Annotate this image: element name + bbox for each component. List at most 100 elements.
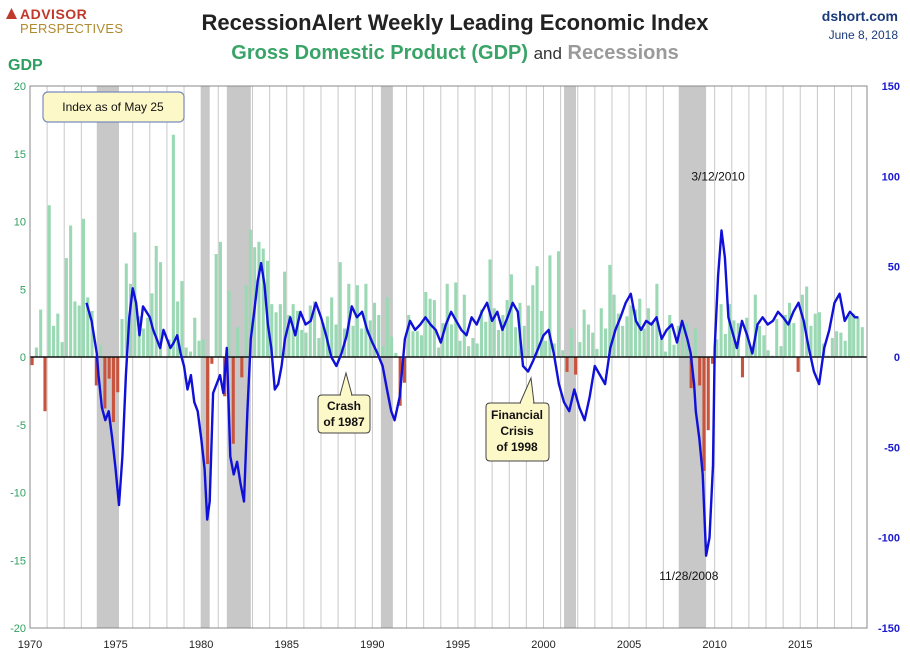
x-tick-label: 1995 [446, 639, 470, 651]
gdp-bar [544, 340, 548, 357]
gdp-bar [188, 351, 193, 357]
gdp-bar [428, 298, 432, 357]
gdp-bar [813, 313, 817, 357]
gdp-bar [479, 309, 483, 357]
gdp-bar [509, 274, 513, 357]
gdp-bar [817, 312, 822, 357]
left-y-tick-label: 20 [14, 81, 26, 93]
crisis-callout-line-3: of 1998 [496, 440, 538, 454]
gdp-bar [420, 335, 424, 357]
gdp-bar [90, 310, 94, 357]
gdp-bar [360, 328, 364, 357]
gdp-bar [248, 229, 252, 357]
gdp-bar [103, 357, 107, 409]
gdp-bar [728, 304, 732, 357]
right-y-tick-label: 50 [888, 262, 900, 274]
crisis-callout-line-2: Crisis [500, 424, 534, 438]
gdp-bar [56, 313, 60, 357]
advisor-perspectives-logo: ADVISOR PERSPECTIVES [6, 6, 146, 38]
gdp-bar [377, 314, 381, 357]
gdp-bar [201, 339, 205, 357]
gdp-bar [240, 357, 244, 378]
index-line-group [85, 229, 859, 557]
gdp-bar [304, 332, 308, 357]
gdp-bar [633, 309, 638, 357]
gdp-bar [706, 357, 710, 431]
right-y-tick-label: -50 [884, 442, 900, 454]
gdp-bar [317, 338, 321, 357]
gdp-bar [449, 324, 454, 357]
gdp-bar [830, 338, 834, 357]
right-y-tick-label: -100 [878, 533, 900, 545]
gdp-bar [261, 248, 265, 357]
gdp-bar [81, 218, 86, 357]
gdp-bar [839, 332, 843, 357]
gdp-bar [762, 335, 766, 357]
gdp-bar [227, 290, 231, 357]
gdp-bar [715, 339, 719, 357]
gdp-bar [710, 357, 715, 364]
gdp-bar [458, 340, 462, 357]
gdp-bar [390, 336, 394, 357]
gdp-bar [723, 333, 727, 357]
gdp-bar [779, 346, 783, 357]
left-axis-label: GDP [8, 57, 43, 74]
gdp-bar [411, 331, 415, 357]
chart-subtitle: Gross Domestic Product (GDP) and Recessi… [0, 42, 910, 65]
x-tick-label: 2015 [788, 639, 812, 651]
gdp-bar [86, 297, 90, 357]
gdp-bar [77, 305, 81, 357]
gdp-bar [385, 297, 389, 357]
crash-callout-line-2: of 1987 [323, 415, 365, 429]
index-note-box: Index as of May 25 [42, 91, 185, 123]
gdp-bar [437, 347, 441, 357]
gdp-bar [651, 321, 655, 357]
gdp-bar [180, 281, 184, 357]
gdp-bar [531, 285, 535, 357]
x-tick-label: 2000 [531, 639, 555, 651]
gdp-bar [158, 262, 163, 357]
gdp-bar [231, 357, 235, 444]
gdp-bar [415, 331, 419, 357]
gdp-bar [210, 357, 214, 364]
gdp-bar [475, 343, 479, 357]
gdp-bar [137, 316, 141, 357]
x-tick-label: 1990 [360, 639, 384, 651]
gdp-bar [39, 309, 43, 357]
left-y-tick-label: 15 [14, 149, 26, 161]
gdp-bar [809, 325, 813, 357]
gdp-bar [283, 271, 287, 357]
gdp-bar [364, 283, 368, 357]
gdp-bar [30, 357, 34, 366]
gdp-bar [604, 328, 608, 357]
gdp-bar [693, 328, 697, 357]
gdp-bar [574, 357, 578, 375]
gdp-bar [471, 338, 475, 357]
right-y-tick-label: 100 [882, 171, 900, 183]
publish-date: June 8, 2018 [828, 28, 898, 42]
gdp-bar [788, 302, 792, 357]
gdp-bar [129, 283, 133, 357]
gdp-bar [766, 350, 770, 357]
gdp-bar [120, 319, 124, 357]
gdp-bar [642, 328, 646, 357]
gdp-bar [278, 304, 282, 357]
index-note-text: Index as of May 25 [62, 100, 164, 114]
gdp-bar [154, 245, 158, 357]
gdp-bar [569, 328, 573, 357]
left-y-tick-label: 5 [20, 284, 26, 296]
gdp-bar [565, 357, 569, 372]
gdp-bar [514, 327, 518, 357]
gdp-bar [505, 300, 509, 357]
gdp-bar [758, 325, 762, 357]
trough-date-annotation: 11/28/2008 [659, 569, 718, 583]
site-link[interactable]: dshort.com [821, 8, 898, 24]
gdp-bar [197, 340, 201, 357]
x-tick-label: 1980 [189, 639, 213, 651]
gdp-bar [612, 294, 616, 357]
gdp-bar [775, 319, 779, 357]
gdp-bar [702, 357, 706, 471]
gdp-bar [856, 317, 860, 357]
gdp-bar [535, 266, 539, 357]
gdp-bar [646, 308, 650, 357]
